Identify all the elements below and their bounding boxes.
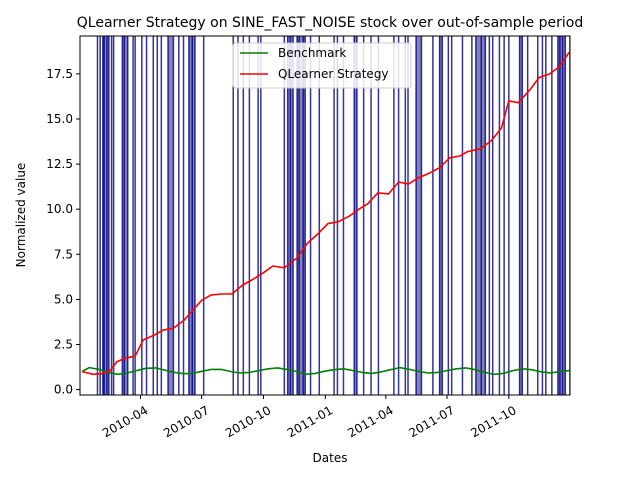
- y-tick-label: 0.0: [54, 383, 73, 397]
- signal-span: [519, 36, 523, 395]
- signal-span: [439, 36, 443, 395]
- signal-span: [416, 36, 422, 395]
- legend-label-qlearner: QLearner Strategy: [278, 67, 389, 81]
- y-tick-label: 10.0: [46, 202, 73, 216]
- x-axis-label: Dates: [313, 451, 348, 465]
- y-tick-label: 7.5: [54, 247, 73, 261]
- series-lines: [81, 51, 570, 376]
- signal-markers: [96, 36, 570, 395]
- legend-label-benchmark: Benchmark: [278, 46, 346, 60]
- y-tick-label: 5.0: [54, 292, 73, 306]
- series-line-benchmark: [81, 366, 570, 376]
- y-tick-label: 2.5: [54, 337, 73, 351]
- chart-title: QLearner Strategy on SINE_FAST_NOISE sto…: [77, 15, 583, 31]
- y-tick-label: 17.5: [46, 67, 73, 81]
- legend: Benchmark QLearner Strategy: [232, 42, 412, 89]
- y-axis: 0.0 2.5 5.0 7.5 10.0 12.5 15.0 17.5: [46, 67, 80, 397]
- legend-box: [232, 42, 412, 89]
- signal-span: [168, 36, 174, 395]
- y-tick-label: 15.0: [46, 112, 73, 126]
- series-line-qlearner: [81, 51, 570, 376]
- signal-span: [557, 36, 566, 395]
- signal-span: [354, 36, 357, 395]
- signal-span: [297, 36, 306, 395]
- signal-span: [102, 36, 109, 395]
- y-tick-label: 12.5: [46, 157, 73, 171]
- y-axis-label: Normalized value: [14, 163, 28, 268]
